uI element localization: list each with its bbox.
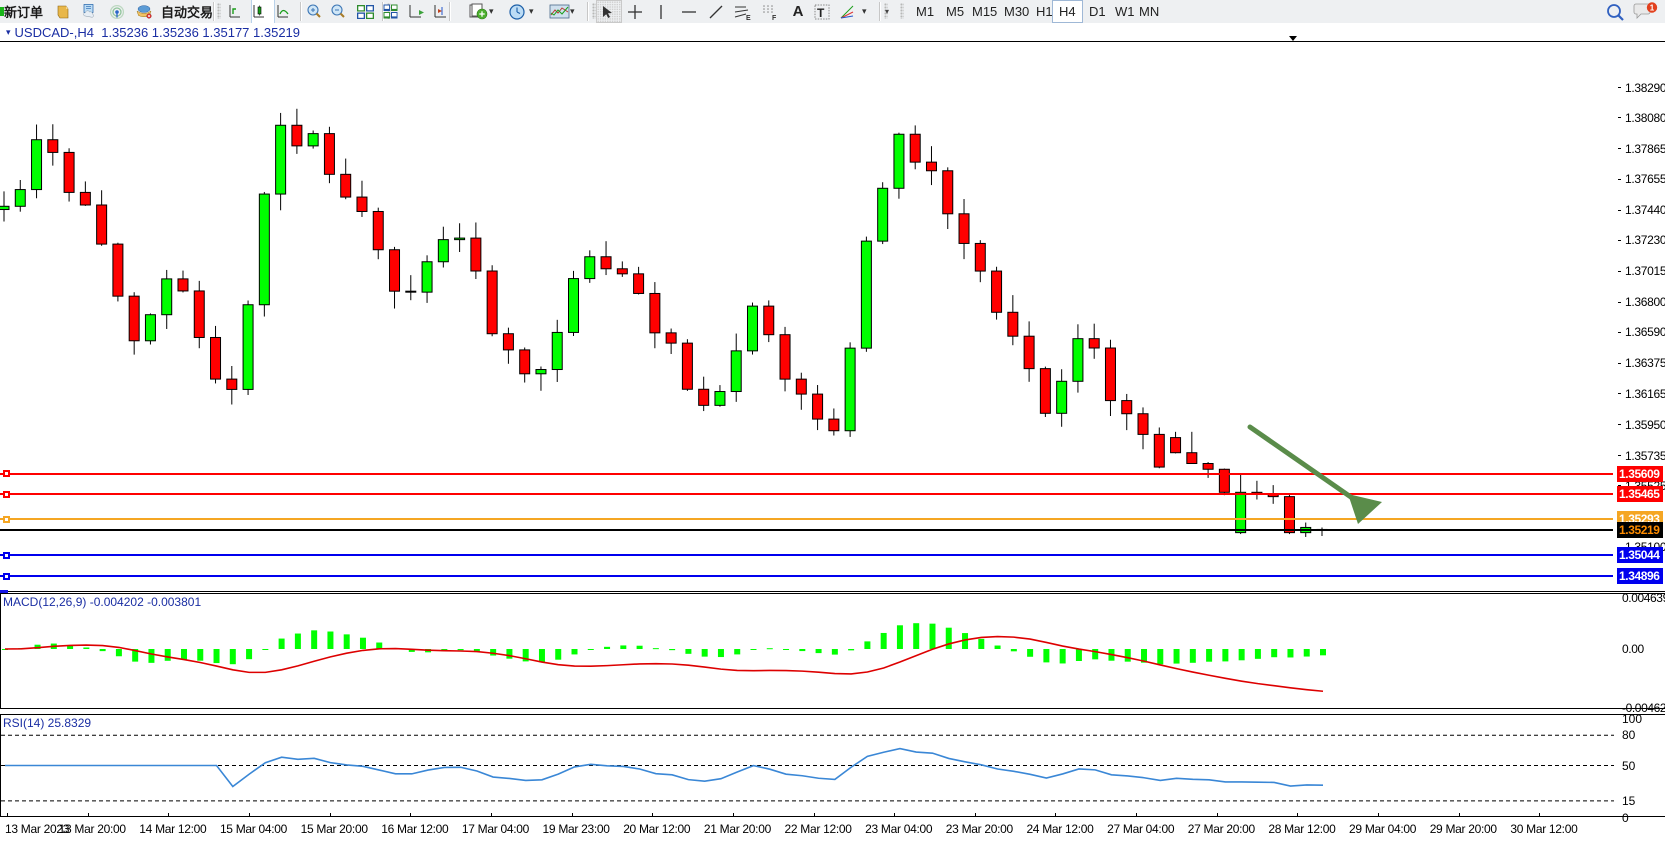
svg-text:F: F: [772, 15, 777, 20]
svg-text:E: E: [746, 15, 751, 20]
svg-text:1: 1: [1650, 3, 1655, 12]
svg-text:T: T: [817, 6, 825, 20]
